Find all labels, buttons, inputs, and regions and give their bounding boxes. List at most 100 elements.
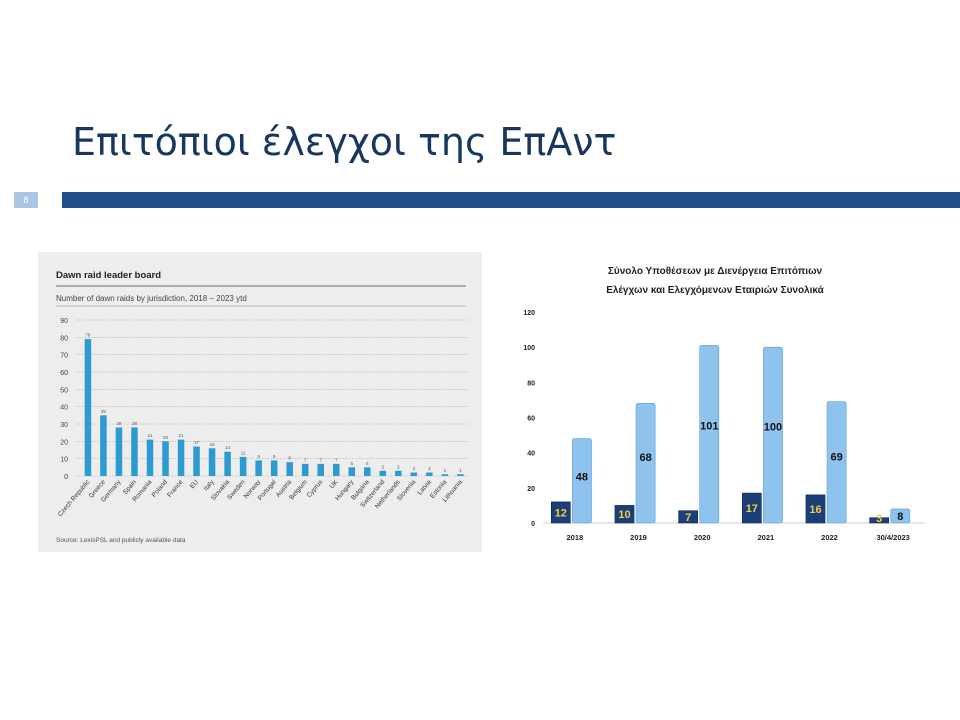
right-category-label: 2020 xyxy=(694,533,711,542)
slide-title: Επιτόπιοι έλεγχοι της ΕπΑντ xyxy=(72,120,617,164)
greek-chart-panel: Σύνολο Υποθέσεων με Διενέργεια Επιτόπιων… xyxy=(505,252,935,552)
left-bar xyxy=(162,441,169,476)
left-ytick-label: 50 xyxy=(60,387,68,394)
left-ytick-label: 70 xyxy=(60,353,68,360)
greek-cases-chart: Σύνολο Υποθέσεων με Διενέργεια Επιτόπιων… xyxy=(523,266,925,542)
left-bar-value-label: 16 xyxy=(210,442,216,447)
left-bar xyxy=(332,463,340,476)
slide-number: 8 xyxy=(14,192,38,208)
left-bar xyxy=(131,427,138,476)
left-bar xyxy=(115,427,123,476)
right-category-label: 30/4/2023 xyxy=(876,533,909,542)
left-bar xyxy=(286,462,293,476)
right-ytick-label: 80 xyxy=(527,380,535,387)
right-light-value-label: 8 xyxy=(897,511,903,523)
left-bar-value-label: 3 xyxy=(382,464,385,469)
left-bar xyxy=(224,451,231,476)
left-bar-value-label: 7 xyxy=(304,457,307,462)
left-bar xyxy=(177,439,185,476)
left-bar-value-label: 28 xyxy=(116,421,122,426)
right-ytick-label: 20 xyxy=(527,486,535,493)
left-bar-value-label: 3 xyxy=(397,464,400,469)
left-bar-value-label: 7 xyxy=(335,457,338,462)
left-bar xyxy=(364,467,371,476)
left-bar-value-label: 9 xyxy=(273,454,276,459)
left-bar xyxy=(348,467,356,476)
right-bar-light xyxy=(763,346,783,524)
right-light-value-label: 101 xyxy=(700,420,718,432)
left-category-label: France xyxy=(166,478,185,498)
left-bar xyxy=(100,415,107,476)
right-bar-dark xyxy=(869,517,890,524)
right-light-value-label: 69 xyxy=(830,451,842,463)
right-category-label: 2021 xyxy=(757,533,774,542)
left-bar xyxy=(84,339,92,476)
left-ytick-label: 20 xyxy=(60,439,68,446)
right-dark-value-label: 10 xyxy=(618,509,630,521)
title-rule xyxy=(62,192,960,208)
left-bar xyxy=(193,446,200,476)
left-bar xyxy=(239,456,247,476)
right-bar-dark xyxy=(741,492,762,524)
left-bar-value-label: 1 xyxy=(459,468,462,473)
right-category-label: 2019 xyxy=(630,533,647,542)
left-category-label: EU xyxy=(189,479,200,491)
right-bar-light xyxy=(699,345,720,524)
left-bar xyxy=(270,460,278,476)
left-ytick-label: 40 xyxy=(60,405,68,412)
right-bar-dark xyxy=(614,505,635,524)
left-bar xyxy=(379,470,387,476)
right-bar-light xyxy=(826,401,847,524)
dawn-raid-chart-panel: Dawn raid leader board Number of dawn ra… xyxy=(38,252,482,552)
left-bar xyxy=(410,472,418,476)
right-bar-light xyxy=(572,438,592,524)
left-bar-value-label: 2 xyxy=(413,466,416,471)
left-bar xyxy=(255,460,262,476)
left-bar xyxy=(146,439,154,476)
left-bar xyxy=(208,448,216,476)
right-ytick-label: 120 xyxy=(523,310,535,317)
right-ytick-label: 60 xyxy=(527,416,535,423)
left-bar-value-label: 79 xyxy=(85,333,91,338)
left-ytick-label: 90 xyxy=(60,318,68,325)
left-ytick-label: 30 xyxy=(60,422,68,429)
right-category-label: 2018 xyxy=(566,533,583,542)
left-bar xyxy=(395,470,402,476)
left-category-label: UK xyxy=(329,478,341,490)
right-bar-dark xyxy=(805,494,826,524)
left-bar-value-label: 11 xyxy=(241,450,246,455)
left-bar xyxy=(441,474,449,476)
left-bar-value-label: 35 xyxy=(101,409,107,414)
right-dark-value-label: 3 xyxy=(876,513,882,525)
left-category-label: Italy xyxy=(203,478,217,492)
left-bar-value-label: 7 xyxy=(319,457,322,462)
left-bar-value-label: 28 xyxy=(132,421,138,426)
left-category-label: Czech Republic xyxy=(57,478,92,518)
left-bar xyxy=(301,463,309,476)
left-bar-value-label: 14 xyxy=(225,445,231,450)
right-ytick-label: 40 xyxy=(527,451,535,458)
left-bar-value-label: 21 xyxy=(147,433,153,438)
right-ytick-label: 0 xyxy=(531,521,535,528)
right-chart-title-line1: Σύνολο Υποθέσεων με Διενέργεια Επιτόπιων xyxy=(608,266,823,277)
left-bar-value-label: 8 xyxy=(288,456,291,461)
left-ytick-label: 0 xyxy=(64,474,68,481)
dawn-raid-chart: Dawn raid leader board Number of dawn ra… xyxy=(56,270,468,544)
right-ytick-label: 100 xyxy=(523,345,535,352)
left-bar xyxy=(317,463,324,476)
left-bar-value-label: 20 xyxy=(163,435,169,440)
right-category-label: 2022 xyxy=(821,533,838,542)
left-ytick-label: 10 xyxy=(60,457,68,464)
right-dark-value-label: 17 xyxy=(746,503,758,515)
right-bar-dark xyxy=(678,510,699,524)
right-light-value-label: 48 xyxy=(576,472,588,484)
right-light-value-label: 100 xyxy=(764,421,782,433)
left-chart-subtitle: Number of dawn raids by jurisdiction, 20… xyxy=(56,294,247,303)
left-bar-value-label: 2 xyxy=(428,466,431,471)
right-dark-value-label: 16 xyxy=(809,504,821,516)
right-bar-dark xyxy=(550,501,571,524)
left-ytick-label: 60 xyxy=(60,370,68,377)
left-bar-value-label: 21 xyxy=(179,433,185,438)
right-dark-value-label: 7 xyxy=(685,512,691,524)
left-bar-value-label: 5 xyxy=(350,461,353,466)
